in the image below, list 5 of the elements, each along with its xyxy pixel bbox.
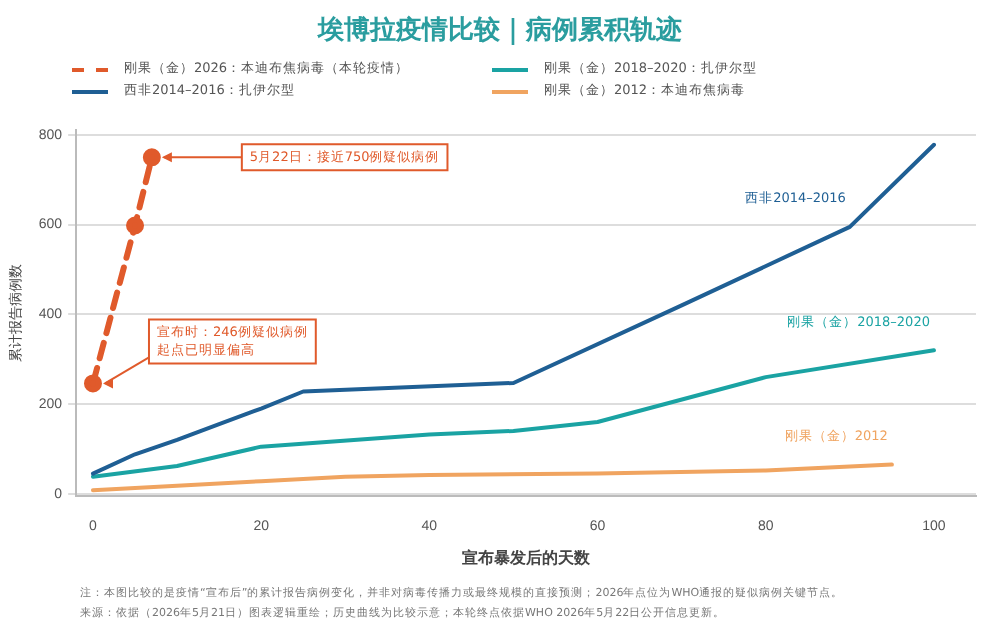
point [142, 148, 161, 167]
x-axis-title: 宣布暴发后的天数 [462, 546, 593, 567]
point [126, 216, 145, 235]
point [83, 374, 102, 393]
chart-title: 埃博拉疫情比较｜病例累积轨迹 [315, 13, 684, 48]
